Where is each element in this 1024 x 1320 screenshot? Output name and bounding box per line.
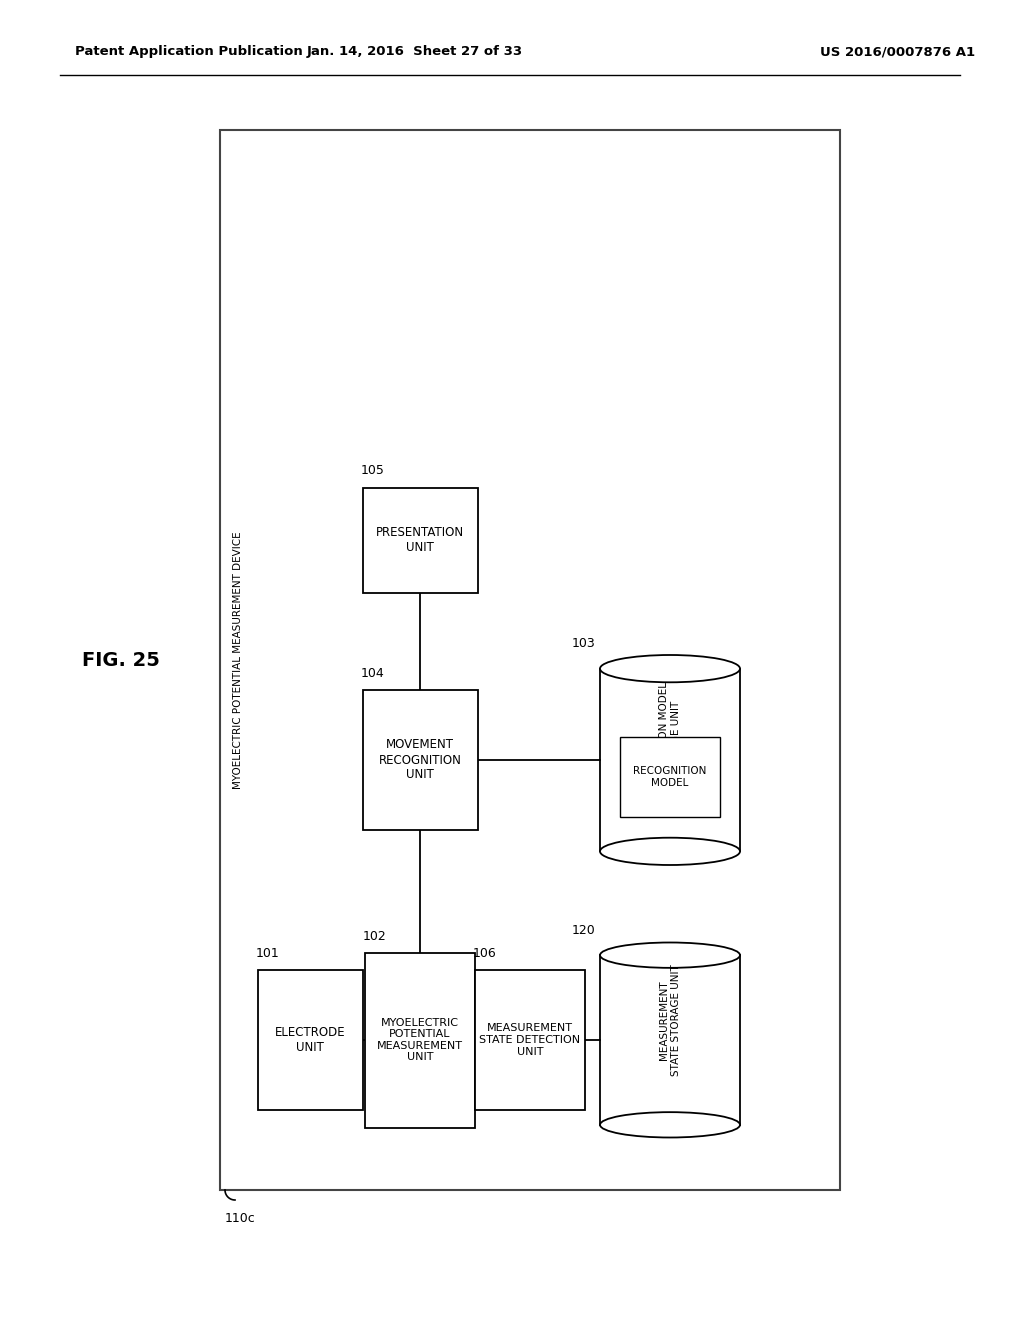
Bar [620,737,721,817]
Bar [220,129,840,1191]
Text: 120: 120 [571,924,595,937]
Text: 104: 104 [360,667,384,680]
Text: 103: 103 [571,638,595,649]
Text: MEASUREMENT
STATE STORAGE UNIT: MEASUREMENT STATE STORAGE UNIT [659,965,681,1076]
Text: RECOGNITION
MODEL: RECOGNITION MODEL [633,766,707,788]
Text: 105: 105 [360,465,384,478]
Text: FIG. 25: FIG. 25 [82,651,160,669]
Text: Patent Application Publication: Patent Application Publication [75,45,303,58]
Text: RECOGNITION MODEL
STORAGE UNIT: RECOGNITION MODEL STORAGE UNIT [659,682,681,796]
Text: Jan. 14, 2016  Sheet 27 of 33: Jan. 14, 2016 Sheet 27 of 33 [307,45,523,58]
Bar [257,970,362,1110]
Ellipse shape [600,655,740,682]
Bar [362,487,477,593]
Text: MEASUREMENT
STATE DETECTION
UNIT: MEASUREMENT STATE DETECTION UNIT [479,1023,581,1056]
Bar [365,953,475,1127]
Ellipse shape [600,942,740,968]
Text: US 2016/0007876 A1: US 2016/0007876 A1 [820,45,975,58]
Text: 110c: 110c [225,1212,256,1225]
Text: 101: 101 [256,946,280,960]
Text: 102: 102 [362,929,387,942]
Ellipse shape [600,1113,740,1138]
Text: PRESENTATION
UNIT: PRESENTATION UNIT [376,525,464,554]
Bar [362,690,477,830]
Text: 106: 106 [473,946,497,960]
Ellipse shape [600,942,740,968]
Text: ELECTRODE
UNIT: ELECTRODE UNIT [274,1026,345,1053]
Text: MOVEMENT
RECOGNITION
UNIT: MOVEMENT RECOGNITION UNIT [379,738,462,781]
Ellipse shape [600,838,740,865]
Text: MYOELECTRIC POTENTIAL MEASUREMENT DEVICE: MYOELECTRIC POTENTIAL MEASUREMENT DEVICE [233,531,243,789]
Bar [475,970,585,1110]
Text: MYOELECTRIC
POTENTIAL
MEASUREMENT
UNIT: MYOELECTRIC POTENTIAL MEASUREMENT UNIT [377,1018,463,1063]
Ellipse shape [600,655,740,682]
